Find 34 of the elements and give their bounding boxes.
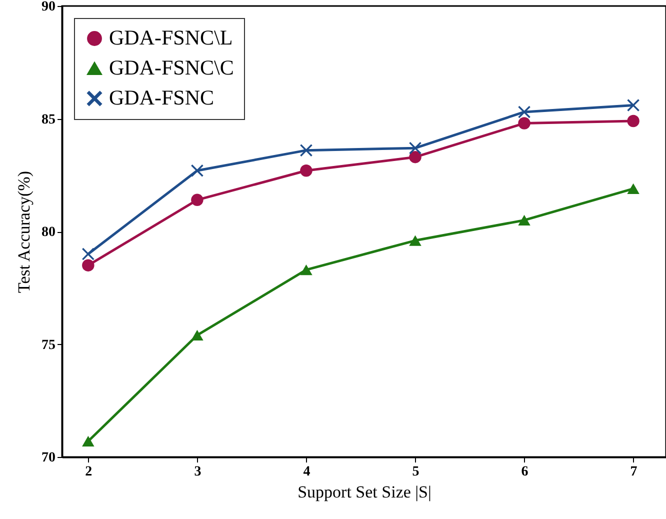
point: [627, 99, 640, 112]
point: [627, 114, 640, 128]
x-tick-label: 3: [194, 464, 202, 480]
point: [518, 117, 530, 130]
point: [300, 164, 312, 177]
x-tick-label: 2: [85, 464, 92, 480]
x-tick-label: 7: [630, 464, 638, 480]
legend-label: GDA-FSNC: [109, 86, 214, 110]
y-tick-label: 70: [42, 450, 56, 466]
point: [300, 264, 312, 276]
point: [82, 259, 94, 272]
point: [409, 142, 422, 154]
point: [409, 235, 422, 246]
y-tick-label: 80: [42, 225, 56, 240]
point: [518, 214, 530, 226]
point: [191, 194, 204, 206]
point: [627, 183, 640, 194]
x-tick-label: 5: [412, 464, 420, 480]
y-tick-label: 75: [42, 338, 56, 353]
legend-label: GDA-FSNC\L: [109, 26, 233, 50]
point: [300, 144, 312, 156]
x-tick-label: 4: [303, 464, 310, 480]
y-tick-label: 90: [42, 0, 56, 14]
x-axis-title: Support Set Size |S|: [298, 482, 432, 502]
point: [82, 248, 94, 260]
y-tick-label: 85: [42, 112, 56, 128]
y-axis-title: Test Accuracy(%): [14, 171, 34, 293]
point: [518, 106, 530, 118]
point: [191, 330, 204, 341]
point: [82, 436, 94, 447]
x-tick-label: 6: [521, 464, 528, 480]
point: [409, 150, 422, 164]
legend-label: GDA-FSNC\C: [109, 56, 234, 80]
point: [191, 164, 204, 177]
